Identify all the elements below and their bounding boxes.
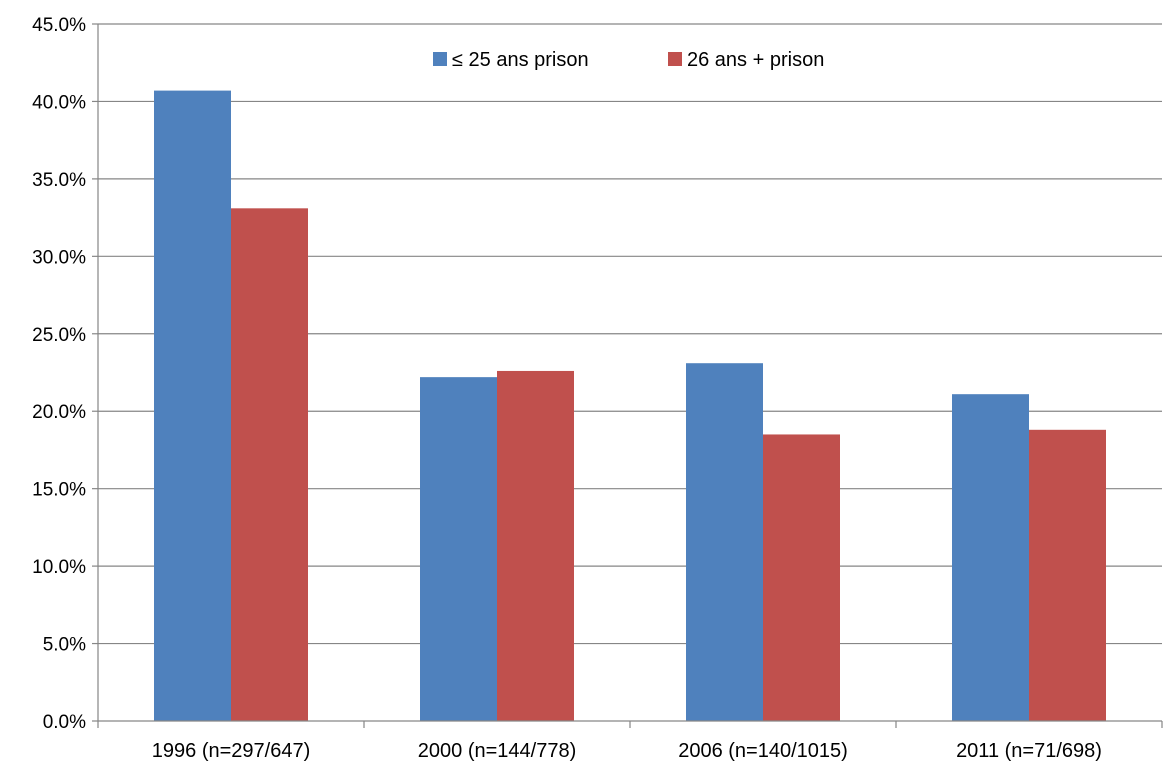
- bar-series-1-3: [686, 363, 763, 721]
- bar-series-2-2: [497, 370, 574, 721]
- y-tick-label: 15.0%: [32, 480, 86, 501]
- y-tick-label: 0.0%: [43, 712, 86, 733]
- y-tick-label: 10.0%: [32, 557, 86, 578]
- bars: [154, 90, 1106, 722]
- bar-series-2-1: [231, 208, 308, 722]
- x-tick-label: 2000 (n=144/778): [418, 740, 576, 762]
- legend: ≤ 25 ans prison 26 ans + prison: [433, 49, 824, 71]
- x-tick-label: 1996 (n=297/647): [152, 740, 310, 762]
- y-tick-label: 5.0%: [43, 635, 86, 656]
- bar-series-2-4: [1029, 429, 1106, 721]
- bar-series-1-1: [154, 90, 231, 721]
- legend-swatch: [433, 52, 447, 66]
- legend-item-2: 26 ans + prison: [668, 49, 824, 71]
- legend-label: 26 ans + prison: [687, 49, 824, 71]
- legend-label: ≤ 25 ans prison: [452, 49, 589, 71]
- legend-item-1: ≤ 25 ans prison: [433, 49, 589, 71]
- y-tick-label: 45.0%: [32, 15, 86, 36]
- y-tick-label: 35.0%: [32, 170, 86, 191]
- y-tick-label: 25.0%: [32, 325, 86, 346]
- x-tick-label: 2011 (n=71/698): [956, 740, 1102, 762]
- bar-series-1-4: [952, 394, 1029, 721]
- x-tick-label: 2006 (n=140/1015): [678, 740, 848, 762]
- y-tick-label: 40.0%: [32, 92, 86, 113]
- y-tick-label: 20.0%: [32, 402, 86, 423]
- y-tick-label: 30.0%: [32, 247, 86, 268]
- bar-series-1-2: [420, 377, 497, 721]
- y-tick-labels: 0.0% 5.0% 10.0% 15.0% 20.0% 25.0% 30.0% 35.0% 40…: [32, 15, 86, 733]
- x-tick-labels: 1996 (n=297/647) 2000 (n=144/778) 2006 (n=…: [152, 740, 1102, 762]
- axes: [92, 23, 1163, 728]
- bar-series-2-3: [763, 434, 840, 721]
- legend-swatch: [668, 52, 682, 66]
